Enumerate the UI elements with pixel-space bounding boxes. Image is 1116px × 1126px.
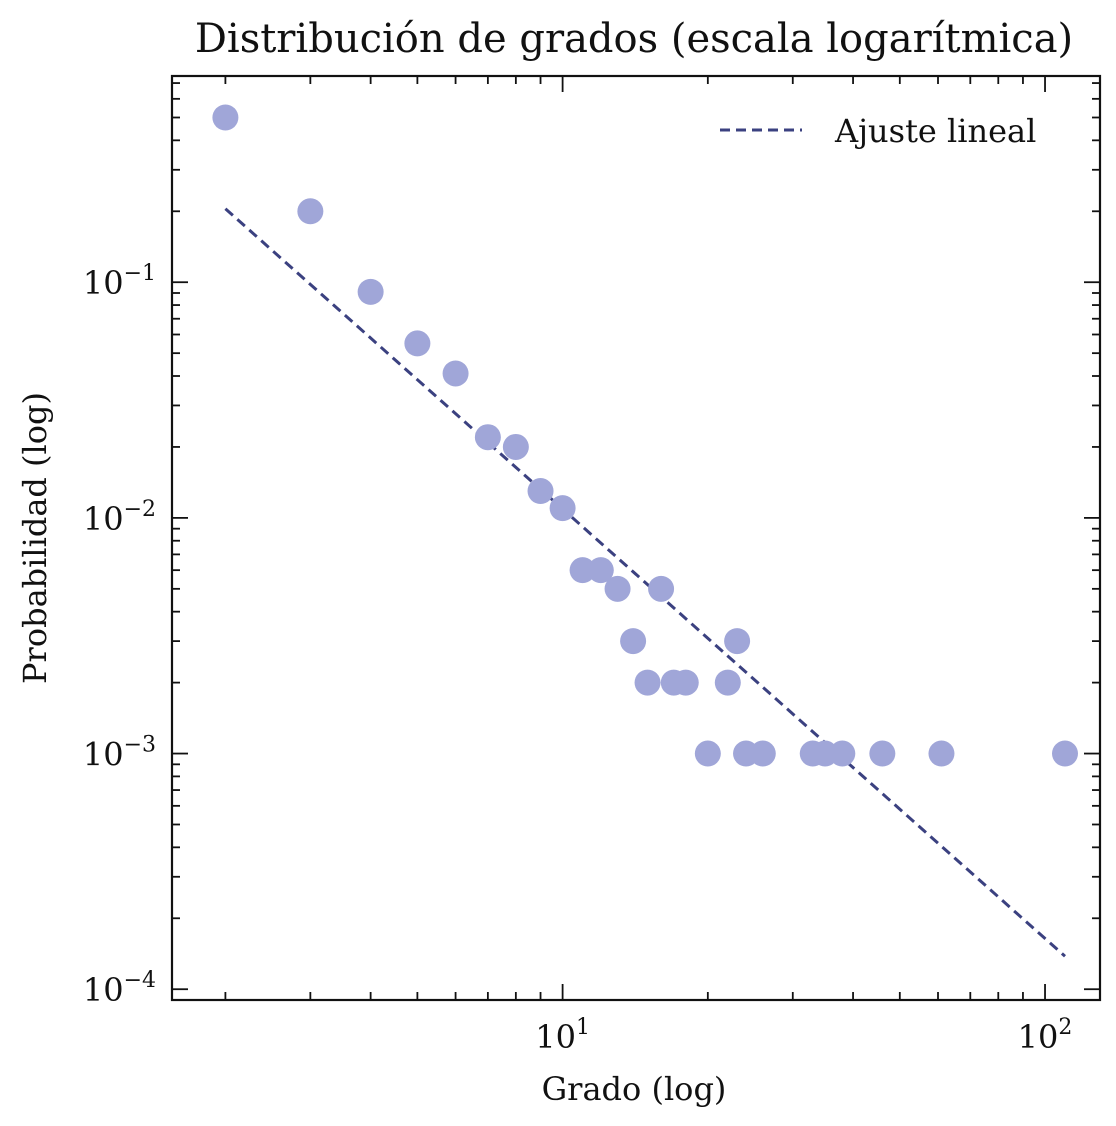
scatter-point	[1051, 740, 1078, 767]
scatter-point	[502, 433, 529, 460]
y-axis-label: Probabilidad (log)	[16, 392, 54, 684]
scatter-point	[749, 740, 776, 767]
axis-tick-labels: 101 102 10−1 10−2 10−3 10−4	[83, 261, 1073, 1056]
legend: Ajuste lineal	[720, 112, 1036, 150]
scatter-point	[620, 628, 647, 655]
fit-line	[224, 207, 1066, 958]
y-tick-label: 10−4	[83, 968, 156, 1009]
scatter-point	[694, 740, 721, 767]
scatter-point	[212, 104, 239, 131]
scatter-point	[527, 478, 554, 505]
y-tick-label: 10−3	[83, 733, 156, 774]
scatter-point	[648, 575, 675, 602]
y-tick-label: 10−2	[83, 497, 156, 538]
scatter-point	[634, 669, 661, 696]
scatter-point	[928, 740, 955, 767]
scatter-point	[724, 628, 751, 655]
scatter-point	[604, 575, 631, 602]
scatter-point	[569, 557, 596, 584]
scatter-point	[829, 740, 856, 767]
y-tick-label: 10−1	[83, 261, 156, 302]
scatter-point	[672, 669, 699, 696]
scatter-point	[474, 424, 501, 451]
x-tick-label: 101	[535, 1015, 590, 1056]
chart-title: Distribución de grados (escala logarítmi…	[195, 16, 1073, 62]
x-tick-label: 102	[1018, 1015, 1073, 1056]
fit-line-layer	[224, 207, 1066, 958]
x-axis-label: Grado (log)	[542, 1070, 727, 1108]
scatter-point	[442, 360, 469, 387]
scatter-point	[714, 669, 741, 696]
scatter-point	[404, 330, 431, 357]
scatter-point	[549, 495, 576, 522]
scatter-point	[587, 557, 614, 584]
scatter-point	[297, 198, 324, 225]
plot-frame	[170, 74, 1102, 1002]
scatter-points	[212, 104, 1078, 767]
plot-area	[212, 104, 1078, 958]
legend-label-fit: Ajuste lineal	[834, 112, 1036, 150]
scatter-point	[869, 740, 896, 767]
scatter-point	[357, 278, 384, 305]
